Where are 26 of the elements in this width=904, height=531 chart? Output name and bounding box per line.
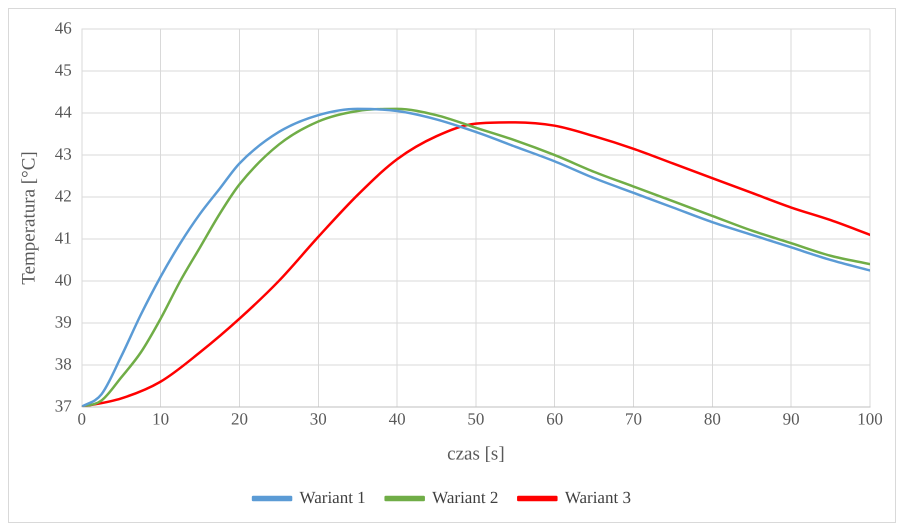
- x-tick-label: 50: [467, 409, 484, 428]
- x-tick-label: 60: [546, 409, 564, 428]
- y-tick-label: 39: [54, 312, 72, 332]
- x-tick-label: 90: [782, 409, 800, 428]
- legend-label: Wariant 3: [564, 488, 631, 507]
- x-tick-label: 70: [625, 409, 642, 428]
- y-tick-label: 43: [54, 144, 72, 164]
- y-tick-label: 40: [54, 270, 72, 290]
- y-tick-label: 37: [54, 396, 72, 416]
- y-tick-label: 44: [54, 102, 72, 122]
- legend-label: Wariant 2: [432, 488, 498, 507]
- x-tick-label: 80: [704, 409, 721, 428]
- x-tick-label: 30: [310, 409, 327, 428]
- y-axis-title: Temperatura [°C]: [18, 151, 40, 285]
- x-tick-label: 20: [230, 409, 248, 428]
- x-tick-label: 40: [388, 409, 406, 428]
- legend-label: Wariant 1: [300, 488, 366, 507]
- y-tick-label: 42: [54, 186, 72, 206]
- y-tick-label: 38: [54, 354, 72, 374]
- y-tick-label: 45: [54, 60, 72, 80]
- x-tick-label: 100: [857, 409, 883, 428]
- x-tick-label: 0: [78, 409, 86, 428]
- x-tick-label: 10: [152, 409, 170, 428]
- y-tick-label: 46: [54, 18, 72, 38]
- x-axis-title: czas [s]: [447, 444, 505, 465]
- y-tick-label: 41: [54, 228, 72, 248]
